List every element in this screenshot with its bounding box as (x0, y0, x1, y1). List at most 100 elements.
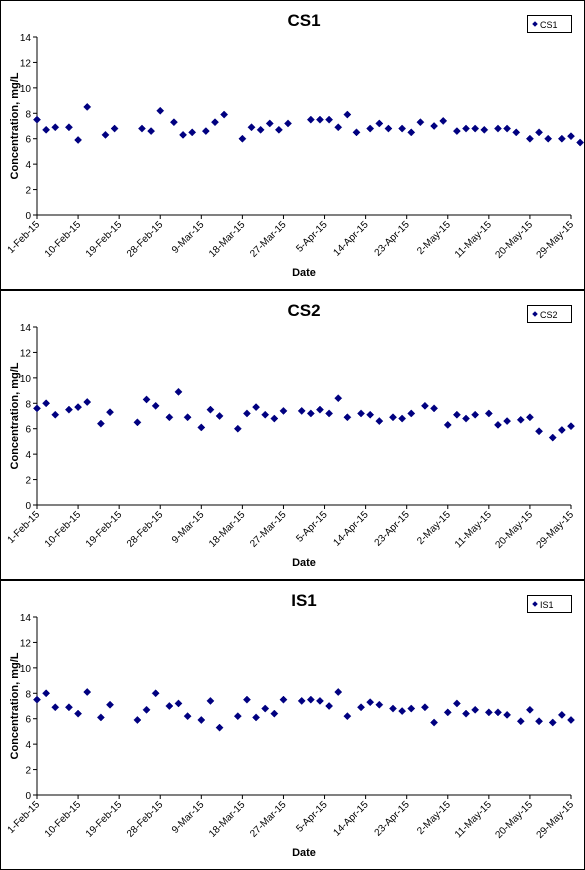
data-point (544, 134, 553, 143)
data-point (197, 423, 206, 432)
y-tick-label: 4 (25, 160, 31, 171)
data-point (407, 128, 416, 137)
data-point (398, 707, 407, 716)
data-point (138, 124, 146, 133)
legend-label: CS1 (540, 20, 558, 30)
data-point (83, 688, 92, 696)
legend-label: IS1 (540, 600, 554, 610)
data-point (201, 127, 210, 136)
data-point (279, 406, 288, 415)
data-point (261, 704, 270, 713)
data-point (325, 702, 334, 710)
data-point (535, 427, 544, 436)
data-point (256, 125, 265, 134)
data-point (525, 134, 534, 143)
y-tick-label: 0 (25, 501, 31, 512)
data-point (420, 703, 429, 712)
data-point (274, 125, 283, 134)
data-point (142, 705, 151, 714)
data-point (284, 119, 292, 128)
data-point (398, 124, 407, 133)
chart-frame (0, 580, 585, 870)
data-point (535, 128, 544, 137)
y-tick-label: 0 (25, 791, 31, 802)
data-point (83, 102, 92, 111)
data-point (503, 124, 512, 133)
data-point (133, 418, 142, 427)
data-point (343, 110, 352, 119)
legend-box (527, 305, 572, 323)
x-axis-label: Date (292, 557, 316, 569)
data-point (101, 130, 110, 139)
y-tick-label: 14 (20, 323, 32, 334)
data-point (375, 119, 384, 128)
data-point (557, 710, 566, 719)
data-point (494, 420, 502, 429)
data-point (74, 709, 83, 718)
data-point (535, 717, 544, 726)
legend: CS2 (527, 305, 572, 323)
data-point (548, 433, 557, 442)
data-point (420, 401, 429, 410)
y-tick-label: 2 (25, 186, 31, 197)
data-point (548, 718, 557, 727)
data-point (33, 404, 41, 413)
data-point (430, 404, 439, 413)
y-axis-label: Concentration, mg/L (9, 652, 21, 759)
data-point (567, 132, 575, 141)
data-point (238, 134, 247, 143)
data-point (211, 118, 219, 127)
data-point (42, 399, 51, 408)
data-point (416, 118, 425, 127)
data-point (484, 409, 493, 418)
data-point (279, 695, 288, 704)
legend: CS1 (527, 15, 572, 33)
data-point (242, 409, 251, 418)
data-point (316, 696, 324, 705)
data-point (165, 413, 174, 422)
data-point (110, 124, 119, 133)
data-point (352, 128, 361, 137)
data-point (389, 704, 397, 713)
data-point (567, 716, 575, 724)
data-point (557, 426, 566, 434)
data-point (484, 708, 493, 717)
data-point (357, 703, 366, 712)
data-point (64, 703, 73, 712)
data-point (462, 124, 470, 133)
chart-title: IS1 (291, 591, 317, 610)
data-point (384, 124, 393, 133)
y-tick-label: 4 (25, 740, 31, 751)
data-point (261, 410, 270, 419)
y-tick-label: 10 (20, 664, 32, 675)
data-point (452, 410, 461, 419)
data-point (183, 413, 192, 422)
data-point (42, 125, 51, 134)
legend-marker (532, 311, 538, 317)
data-point (270, 709, 279, 718)
x-axis-label: Date (292, 267, 316, 279)
data-point (375, 417, 384, 426)
data-point (188, 128, 197, 137)
data-point (366, 698, 375, 707)
data-point (242, 695, 251, 704)
data-point (165, 702, 174, 710)
data-point (343, 712, 352, 721)
data-point (220, 110, 229, 119)
data-point (151, 689, 160, 698)
data-point (516, 717, 525, 726)
data-point (306, 115, 315, 124)
data-point (33, 695, 41, 704)
data-point (183, 712, 192, 721)
data-point (74, 403, 83, 412)
legend-box (527, 595, 572, 613)
data-point (480, 125, 489, 134)
data-point (306, 409, 315, 418)
data-point (516, 415, 525, 424)
data-point (389, 413, 397, 422)
x-axis-label: Date (292, 847, 316, 859)
y-tick-label: 12 (20, 638, 32, 649)
data-point (133, 716, 142, 724)
